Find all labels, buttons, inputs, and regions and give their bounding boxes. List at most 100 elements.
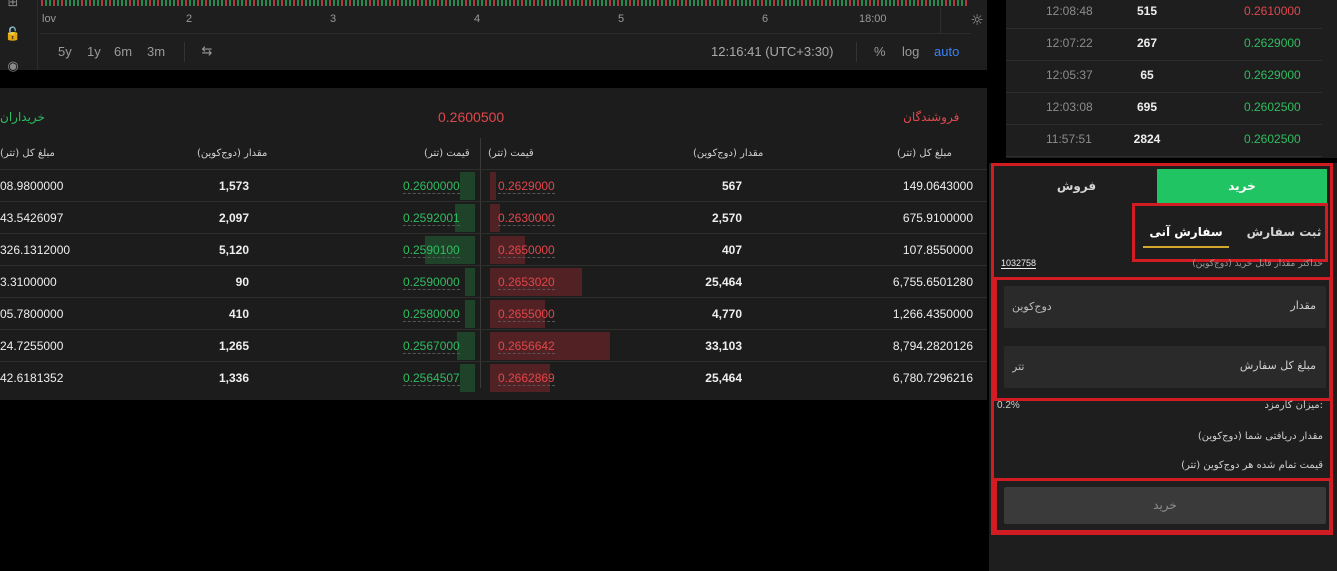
candle (545, 0, 547, 6)
auto-scale-button[interactable]: auto (934, 44, 960, 59)
clock-readout: 12:16:41 (UTC+3:30) (711, 44, 834, 59)
candle (961, 0, 963, 6)
candle (361, 0, 363, 6)
candle (245, 0, 247, 6)
order-book-row[interactable]: 326.1312000 5,120 0.2590100 0.2650000 407 107… (0, 233, 987, 265)
sell-total-cell: 675.9100000 (902, 211, 973, 225)
candle (553, 0, 555, 6)
divider (184, 42, 185, 62)
candle (349, 0, 351, 6)
calendar-icon[interactable]: ⇆ (201, 44, 213, 59)
candle (217, 0, 219, 6)
tab-limit-order[interactable]: ثبت سفارش (1246, 225, 1322, 239)
percent-scale-button[interactable]: % (874, 44, 886, 59)
candle (473, 0, 475, 6)
candle (497, 0, 499, 6)
candle (805, 0, 807, 6)
candle (521, 0, 523, 6)
buy-price-cell: 0.2592001 (403, 211, 460, 226)
candle (693, 0, 695, 6)
range-3m-button[interactable]: 3m (147, 44, 166, 59)
buy-submit-button[interactable]: خرید (1004, 487, 1326, 524)
candle (761, 0, 763, 6)
order-book-row[interactable]: 43.5426097 2,097 0.2592001 0.2630000 2,570 67… (0, 201, 987, 233)
candle (781, 0, 783, 6)
candle (433, 0, 435, 6)
header-buy-price: قیمت (تتر) (424, 148, 470, 159)
candle (613, 0, 615, 6)
candle (297, 0, 299, 6)
candle (601, 0, 603, 6)
candle (77, 0, 79, 6)
buyers-title: خریداران (0, 110, 45, 124)
lock-icon[interactable]: 🔓 (4, 27, 22, 42)
header-sell-price: قیمت (تتر) (488, 148, 534, 159)
buy-depth-bar (455, 204, 475, 232)
amount-label: مقدار (1290, 299, 1316, 312)
range-selector: 5y 1y 6m 3m ⇆ 12:16:41 (UTC+3:30) % log … (40, 36, 971, 68)
axis-divider (940, 6, 941, 34)
candle (161, 0, 163, 6)
candle (697, 0, 699, 6)
candle (165, 0, 167, 6)
candle (461, 0, 463, 6)
tab-instant-order[interactable]: سفارش آنی (1143, 218, 1229, 248)
candle (733, 0, 735, 6)
candle (117, 0, 119, 6)
log-scale-button[interactable]: log (902, 44, 920, 59)
candle (557, 0, 559, 6)
header-sell-amount: مقدار (دوج‌کوین) (693, 148, 764, 159)
candle (61, 0, 63, 6)
range-1y-button[interactable]: 1y (87, 44, 101, 59)
max-buy-value[interactable]: 1032758 (1001, 258, 1037, 269)
sell-total-cell: 1,266.4350000 (892, 307, 973, 321)
candle (317, 0, 319, 6)
candle (573, 0, 575, 6)
buy-depth-bar (460, 364, 475, 392)
candle (489, 0, 491, 6)
candle (121, 0, 123, 6)
candle (177, 0, 179, 6)
buy-price-cell: 0.2600000 (403, 179, 460, 194)
buy-total-cell: 3.3100000 (0, 275, 57, 289)
candle (873, 0, 875, 6)
candle (857, 0, 859, 6)
candle (129, 0, 131, 6)
range-5y-button[interactable]: 5y (58, 44, 72, 59)
range-6m-button[interactable]: 6m (114, 44, 133, 59)
candle (441, 0, 443, 6)
candle (561, 0, 563, 6)
candle (965, 0, 967, 6)
candle (793, 0, 795, 6)
tab-sell[interactable]: فروش (1056, 179, 1097, 193)
sell-total-cell: 8,794.2820126 (892, 339, 973, 353)
buy-price-cell: 0.2567000 (403, 339, 460, 354)
trade-row: 12:07:22 267 0.2629000 (1006, 29, 1322, 61)
candle (145, 0, 147, 6)
order-book-row[interactable]: 05.7800000 410 0.2580000 0.2655000 4,770 1,26… (0, 297, 987, 329)
candle (273, 0, 275, 6)
candle (941, 0, 943, 6)
candle (677, 0, 679, 6)
eye-icon[interactable]: ◉ (7, 59, 19, 74)
order-book-row[interactable]: 08.9800000 1,573 0.2600000 0.2629000 567 149.… (0, 169, 987, 201)
total-input[interactable] (1012, 355, 1172, 377)
order-book-row[interactable]: 42.6181352 1,336 0.2564507 0.2662869 25,464 6… (0, 361, 987, 393)
buy-amount-cell: 410 (228, 307, 249, 321)
order-book-row[interactable]: 24.7255000 1,265 0.2567000 0.2656642 33,103 8… (0, 329, 987, 361)
candle (901, 0, 903, 6)
candle (705, 0, 707, 6)
candle (925, 0, 927, 6)
candle (205, 0, 207, 6)
tab-buy[interactable]: خرید (1157, 169, 1327, 203)
settings-icon[interactable]: ☼ (970, 11, 984, 29)
amount-input[interactable] (1012, 295, 1172, 317)
buy-total-cell: 43.5426097 (0, 211, 64, 225)
trade-qty: 695 (1136, 100, 1158, 114)
drawing-tool-icon[interactable]: ⊞ (7, 0, 19, 10)
candle (877, 0, 879, 6)
candle (625, 0, 627, 6)
candle (725, 0, 727, 6)
order-book-row[interactable]: 3.3100000 90 0.2590000 0.2653020 25,464 6,755… (0, 265, 987, 297)
trade-price: 0.2629000 (1244, 36, 1301, 50)
